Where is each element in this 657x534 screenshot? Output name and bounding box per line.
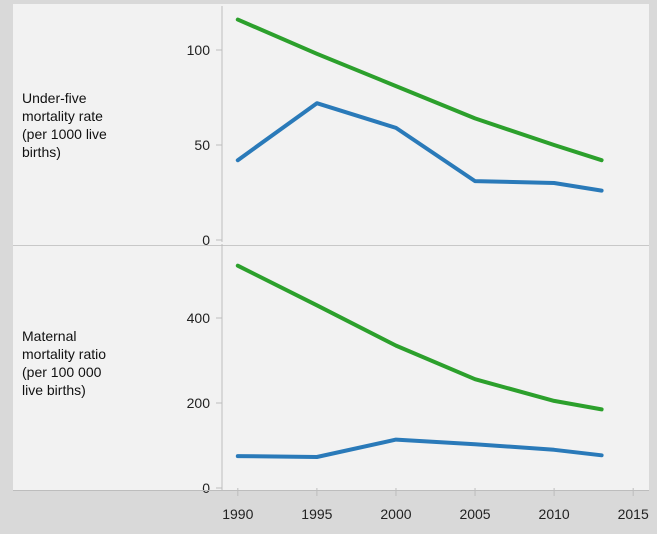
x-tick-label: 2005: [459, 506, 490, 522]
x-tick-label: 2015: [618, 506, 649, 522]
y-axis-title-line: mortality rate: [22, 108, 103, 124]
y-tick-label: 0: [202, 232, 210, 248]
green-series-line: [235, 263, 604, 412]
y-tick-label: 50: [194, 137, 210, 153]
y-axis-title: Maternal mortality ratio (per 100 000 live …: [22, 328, 106, 398]
x-tick-label: 1995: [301, 506, 332, 522]
x-tick-label: 2010: [539, 506, 570, 522]
blue-series-line: [235, 437, 604, 459]
x-tick-label: 1990: [222, 506, 253, 522]
x-tick-label: 2000: [380, 506, 411, 522]
y-axis-title-line: Under-five: [22, 90, 87, 106]
y-tick-label: 200: [187, 395, 211, 411]
green-series-line: [235, 17, 604, 163]
y-axis-title-line: mortality ratio: [22, 346, 106, 362]
y-axis-title-line: (per 100 000: [22, 364, 102, 380]
blue-series-line: [235, 101, 604, 193]
y-tick-label: 0: [202, 480, 210, 496]
y-axis-title: Under-five mortality rate (per 1000 live bi…: [22, 90, 107, 160]
y-tick-label: 400: [187, 310, 211, 326]
y-axis-title-line: Maternal: [22, 328, 76, 344]
plot-layer: 0 50 100 Under-five mortality rate (per 1000 …: [13, 6, 649, 522]
chart-panel-background: [13, 4, 649, 490]
y-axis-title-line: births): [22, 144, 61, 160]
y-axis-title-line: live births): [22, 382, 86, 398]
y-axis-title-line: (per 1000 live: [22, 126, 107, 142]
y-tick-label: 100: [187, 42, 211, 58]
